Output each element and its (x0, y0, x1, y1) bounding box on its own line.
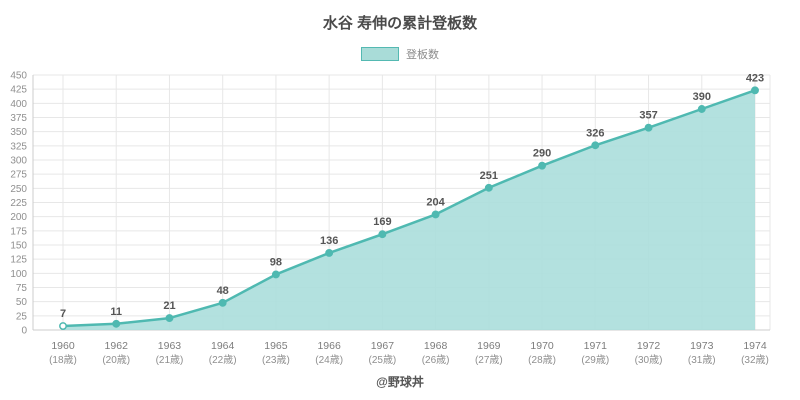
y-axis-label: 0 (21, 326, 27, 337)
y-axis-label: 150 (10, 241, 27, 252)
y-axis-label: 25 (16, 311, 28, 322)
y-axis-label: 75 (16, 283, 28, 294)
value-label: 357 (639, 110, 657, 122)
x-axis-age-label: (29歳) (581, 354, 609, 366)
x-axis-year-label: 1965 (264, 340, 288, 352)
value-label: 390 (693, 91, 711, 103)
x-axis-year-label: 1968 (424, 340, 448, 352)
x-axis-year-label: 1963 (158, 340, 182, 352)
data-point (165, 314, 174, 323)
value-label: 136 (320, 235, 338, 247)
x-axis-age-label: (32歳) (741, 354, 769, 366)
x-axis-age-label: (31歳) (688, 354, 716, 366)
trend-line (62, 89, 756, 328)
x-axis-age-label: (23歳) (262, 354, 290, 366)
area-fill (63, 90, 755, 330)
y-axis-label: 125 (10, 255, 27, 266)
data-point (112, 319, 121, 328)
data-point (538, 161, 547, 170)
x-axis-year-label: 1969 (477, 340, 501, 352)
x-axis-age-label: (25歳) (368, 354, 396, 366)
value-label: 48 (217, 285, 229, 297)
chart-title: 水谷 寿伸の累計登板数 (322, 15, 478, 32)
x-axis-year-label: 1960 (51, 340, 75, 352)
x-axis-age-label: (26歳) (422, 354, 450, 366)
legend-label: 登板数 (406, 49, 439, 61)
y-axis-label: 225 (10, 198, 27, 209)
data-point (591, 141, 600, 150)
legend-swatch-icon (361, 47, 399, 61)
x-axis-age-label: (24歳) (315, 354, 343, 366)
x-axis-year-label: 1973 (690, 340, 714, 352)
data-point (59, 322, 67, 330)
value-label: 7 (60, 308, 66, 320)
value-label: 169 (373, 216, 391, 228)
data-point (378, 230, 387, 239)
value-label: 290 (533, 148, 551, 160)
value-label: 251 (480, 170, 498, 182)
x-axis-age-label: (21歳) (156, 354, 184, 366)
x-axis-year-label: 1974 (743, 340, 767, 352)
chart-plot: 7 11 21 48 98 136 169 204 251 290 326 357 390 423 0 25 5… (10, 71, 771, 366)
x-axis-age-label: (30歳) (635, 354, 663, 366)
x-axis-year-label: 1970 (530, 340, 554, 352)
x-axis-age-label: (20歳) (102, 354, 130, 366)
y-axis-label: 275 (10, 170, 27, 181)
y-axis-label: 250 (10, 184, 27, 195)
data-point (431, 210, 440, 219)
y-axis-label: 425 (10, 85, 27, 96)
x-axis-age-label: (28歳) (528, 354, 556, 366)
data-point (325, 248, 334, 257)
value-label: 423 (746, 72, 764, 84)
x-axis-year-label: 1966 (317, 340, 341, 352)
x-axis-age-label: (18歳) (49, 354, 77, 366)
x-axis-year-label: 1972 (637, 340, 661, 352)
value-label: 326 (586, 127, 604, 139)
x-axis-year-label: 1964 (211, 340, 235, 352)
y-axis-label: 375 (10, 113, 27, 124)
footer-credit: @野球丼 (376, 375, 424, 389)
y-axis-label: 400 (10, 99, 27, 110)
value-label: 204 (426, 196, 445, 208)
x-axis-year-label: 1971 (584, 340, 608, 352)
y-axis-label: 325 (10, 141, 27, 152)
data-point (218, 298, 227, 307)
value-label: 11 (110, 306, 122, 318)
y-axis-label: 300 (10, 156, 27, 167)
data-point (271, 270, 280, 279)
value-label: 98 (270, 256, 282, 268)
y-axis-label: 450 (10, 71, 27, 82)
y-axis-label: 50 (16, 297, 28, 308)
y-axis-label: 200 (10, 212, 27, 223)
value-label: 21 (163, 300, 175, 312)
y-axis-label: 350 (10, 127, 27, 138)
legend-item[interactable]: 登板数 (0, 46, 800, 62)
data-point (697, 105, 706, 113)
data-point (484, 183, 493, 192)
data-point (751, 86, 759, 95)
y-axis-label: 100 (10, 269, 27, 280)
x-axis-year-label: 1962 (105, 340, 129, 352)
data-point (644, 123, 653, 132)
y-axis-label: 175 (10, 226, 27, 237)
x-axis-age-label: (22歳) (209, 354, 237, 366)
x-axis-age-label: (27歳) (475, 354, 503, 366)
x-axis-year-label: 1967 (371, 340, 395, 352)
